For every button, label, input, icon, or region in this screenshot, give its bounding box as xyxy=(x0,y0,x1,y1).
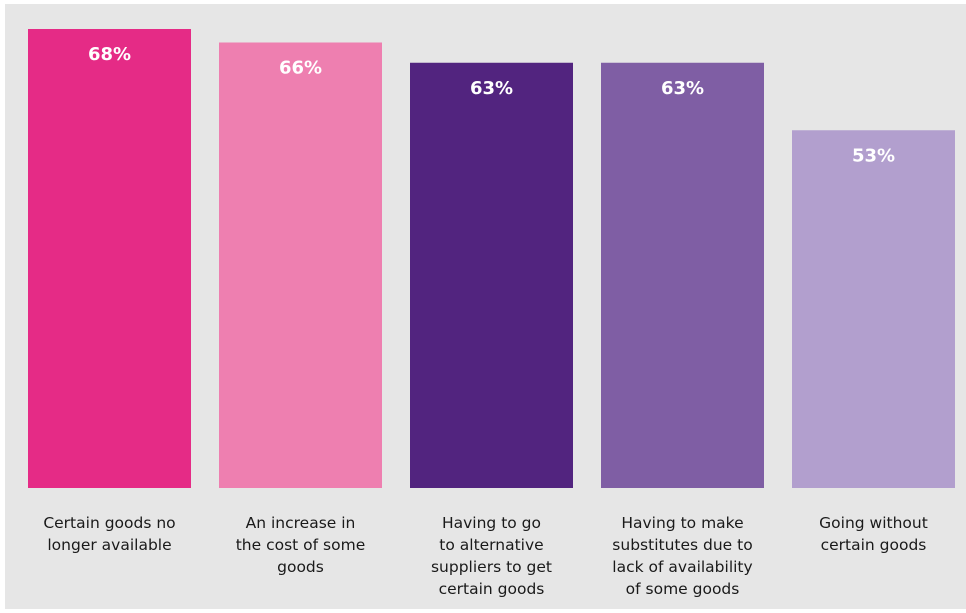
bar-3 xyxy=(410,62,573,488)
bar-value-label-4: 63% xyxy=(661,78,704,99)
bar-value-label-3: 63% xyxy=(470,78,513,99)
category-label-line: An increase in xyxy=(246,514,356,532)
category-label-line: to alternative xyxy=(439,536,543,554)
category-label-1: Certain goods no longer available xyxy=(43,514,175,554)
category-label-2: An increase in the cost of some goods xyxy=(236,514,366,576)
category-label-3: Having to go to alternative suppliers to g… xyxy=(431,514,552,598)
category-label-line: the cost of some xyxy=(236,536,366,554)
category-label-line: Having to make xyxy=(621,514,743,532)
category-label-line: of some goods xyxy=(626,580,740,598)
category-label-line: longer available xyxy=(47,536,171,554)
bar-1 xyxy=(28,29,191,488)
bar-5 xyxy=(792,130,955,488)
category-label-line: certain goods xyxy=(821,536,927,554)
bar-value-label-5: 53% xyxy=(852,145,895,166)
category-label-4: Having to make substitutes due to lack of … xyxy=(612,514,752,598)
category-label-5: Going without certain goods xyxy=(819,514,928,554)
category-label-line: substitutes due to xyxy=(612,536,752,554)
bar-2 xyxy=(219,42,382,488)
category-label-line: Having to go xyxy=(442,514,541,532)
category-label-line: Certain goods no xyxy=(43,514,175,532)
bar-value-label-1: 68% xyxy=(88,44,131,65)
category-label-line: lack of availability xyxy=(612,558,752,576)
bar-value-label-2: 66% xyxy=(279,58,322,79)
category-label-line: Going without xyxy=(819,514,928,532)
bar-4 xyxy=(601,62,764,488)
category-label-line: certain goods xyxy=(439,580,545,598)
category-label-line: goods xyxy=(277,558,324,576)
category-label-line: suppliers to get xyxy=(431,558,552,576)
